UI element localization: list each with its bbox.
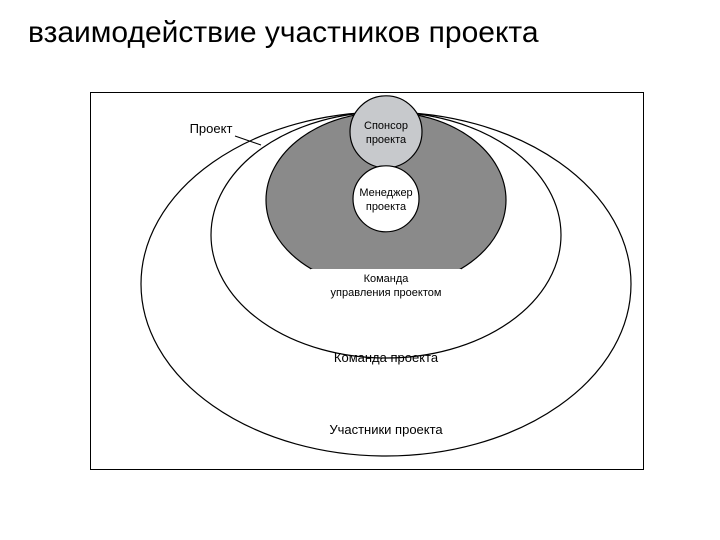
label-management-team-l1: Команда <box>364 273 410 285</box>
nested-ellipse-diagram: Участники проекта Команда проекта Команда у… <box>91 93 643 469</box>
label-project-team: Команда проекта <box>334 350 439 365</box>
circle-label-sponsor-l1: Спонсор <box>364 120 408 132</box>
circle-label-manager-l1: Менеджер <box>359 187 412 199</box>
circle-label-sponsor-l2: проекта <box>366 134 407 146</box>
label-management-team-l2: управления проектом <box>331 287 442 299</box>
circle-label-manager-l2: проекта <box>366 201 407 213</box>
slide-title: взаимодействие участников проекта <box>28 16 539 50</box>
outer-label-project: Проект <box>190 121 233 136</box>
diagram-frame: Участники проекта Команда проекта Команда у… <box>90 92 644 470</box>
label-participants: Участники проекта <box>329 422 443 437</box>
